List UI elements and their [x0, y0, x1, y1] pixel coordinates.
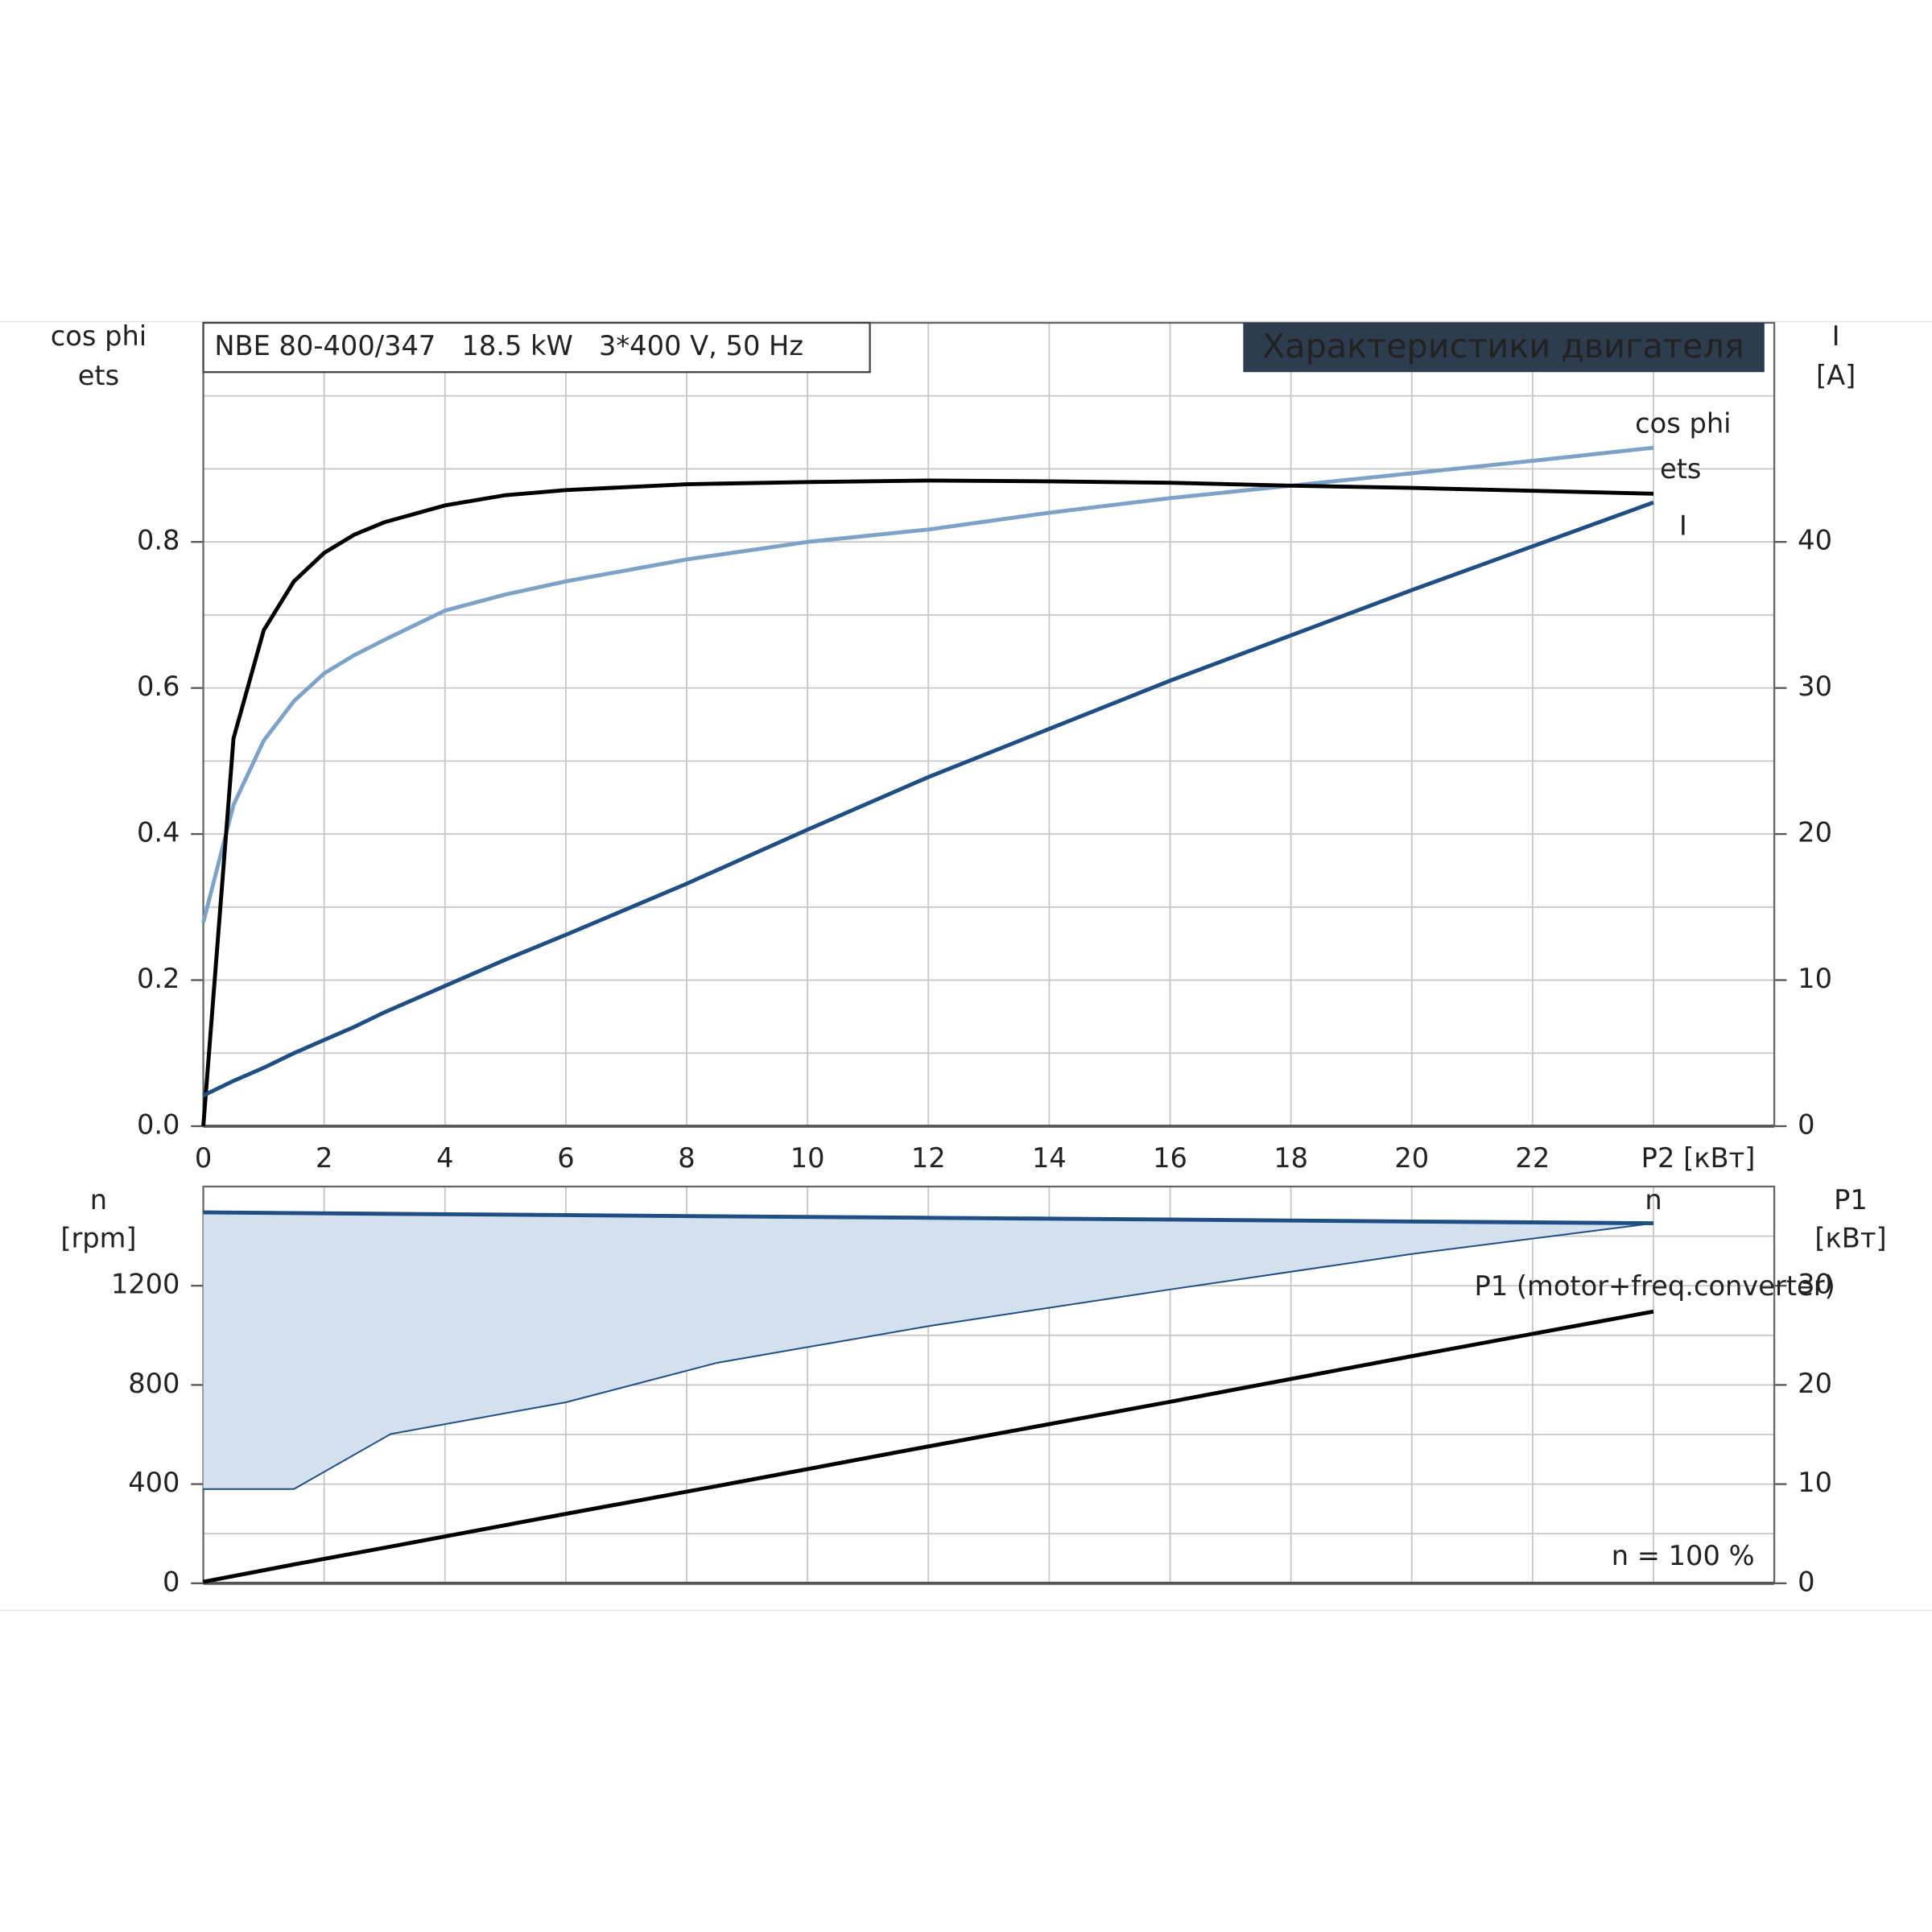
- range-band: [203, 1212, 1653, 1489]
- x-tick-label: 2: [316, 1142, 332, 1174]
- annotation: n = 100 %: [1612, 1540, 1755, 1571]
- y2-axis-label: [кВт]: [1814, 1222, 1886, 1253]
- y-tick-label: 1200: [111, 1269, 180, 1300]
- y-tick-label: 0.4: [137, 817, 180, 848]
- x-tick-label: 0: [195, 1142, 212, 1174]
- x-tick-label: 18: [1274, 1142, 1308, 1174]
- series-line: [202, 500, 1654, 1098]
- y-tick-label: 0.0: [137, 1108, 180, 1140]
- x-tick-label: 12: [911, 1142, 946, 1174]
- y-tick-label: 800: [128, 1368, 180, 1399]
- y-axis-label: cos phi: [51, 320, 147, 352]
- y2-axis-label: P1: [1834, 1184, 1868, 1216]
- range-lower-line: [203, 1222, 1654, 1490]
- y2-axis-label: [A]: [1816, 360, 1856, 391]
- y2-axis-label: I: [1832, 320, 1840, 352]
- chart-title: NBE 80-400/347 18.5 kW 3*400 V, 50 Hz: [214, 330, 803, 361]
- x-tick-label: 6: [557, 1142, 574, 1174]
- x-tick-label: 10: [791, 1142, 825, 1174]
- y-tick-label: 0.6: [137, 671, 180, 702]
- y-tick-label: 0: [163, 1566, 180, 1597]
- plot: [202, 323, 1775, 1127]
- y2-tick-label: 0: [1798, 1108, 1814, 1140]
- y2-tick-label: 20: [1798, 817, 1832, 848]
- y2-tick-label: 0: [1798, 1566, 1814, 1597]
- series-label: n: [1645, 1184, 1662, 1216]
- series-label: I: [1679, 510, 1687, 542]
- y2-tick-label: 30: [1798, 671, 1832, 702]
- y2-tick-label: 40: [1798, 525, 1832, 556]
- y-axis-label: [rpm]: [60, 1222, 136, 1253]
- x-tick-label: 4: [436, 1142, 453, 1174]
- y-tick-label: 0.2: [137, 963, 180, 994]
- y2-tick-label: 10: [1798, 1467, 1832, 1498]
- series-line: [201, 478, 1654, 1127]
- subtitle-box: [1243, 323, 1765, 373]
- plot-frame: [202, 321, 1776, 1128]
- y2-tick-label: 20: [1798, 1368, 1832, 1399]
- series-line: [203, 1309, 1654, 1584]
- y-tick-label: 400: [128, 1467, 180, 1498]
- x-tick-label: P2 [кВт]: [1641, 1142, 1756, 1174]
- series-label: ets: [1660, 453, 1701, 485]
- y-axis-label: n: [90, 1184, 107, 1216]
- y-axis-label: ets: [78, 360, 119, 391]
- series-line: [203, 1210, 1653, 1226]
- series-label: cos phi: [1635, 408, 1731, 440]
- y2-tick-label: 10: [1798, 963, 1832, 994]
- x-tick-label: 8: [678, 1142, 695, 1174]
- x-tick-label: 20: [1394, 1142, 1429, 1174]
- series-label: P1 (motor+freq.converter): [1475, 1270, 1835, 1302]
- title-box: [202, 321, 871, 374]
- chart-subtitle: Характеристики двигателя: [1262, 327, 1744, 365]
- x-tick-label: 14: [1032, 1142, 1067, 1174]
- x-tick-label: 22: [1515, 1142, 1550, 1174]
- y2-tick-label: 30: [1798, 1269, 1832, 1300]
- y-tick-label: 0.8: [137, 525, 180, 556]
- x-tick-label: 16: [1153, 1142, 1187, 1174]
